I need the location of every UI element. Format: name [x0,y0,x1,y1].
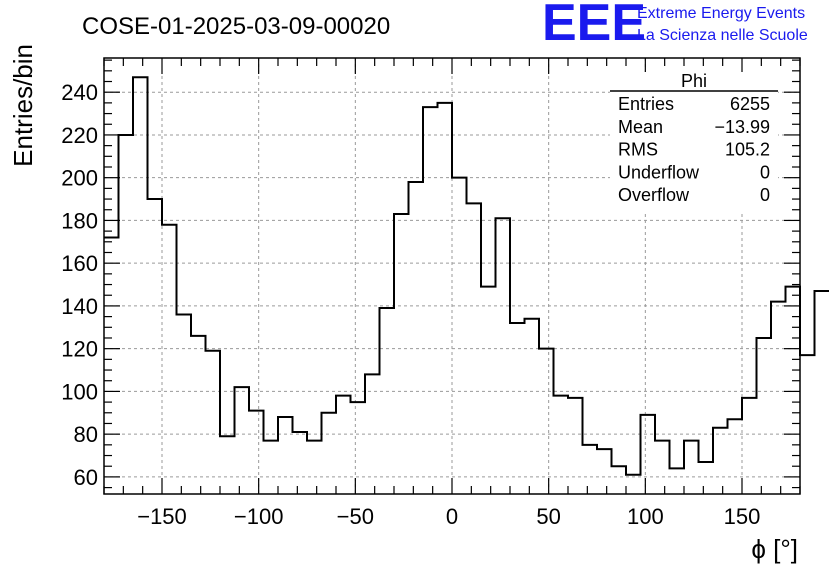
y-tick-label: 140 [61,294,98,319]
stats-box-background [610,72,778,212]
stats-row-label: Overflow [618,185,690,205]
stats-row-label: RMS [618,140,658,160]
axis-ticks [103,58,801,494]
x-tick-label: −100 [234,504,284,529]
y-tick-labels: 60 80 100 120 140 160 180 200 220 240 [61,80,98,490]
logo-line-1: Extreme Energy Events [637,5,805,22]
y-tick-label: 60 [74,465,98,490]
stats-title: Phi [681,71,707,91]
x-tick-labels: −150 −100 −50 0 50 100 150 [137,504,760,529]
stats-row-value: 6255 [730,94,770,114]
x-tick-label: 100 [627,504,664,529]
eee-logo: EEE Extreme Energy Events La Scienza nel… [542,0,808,52]
stats-row-value: −13.99 [714,117,770,137]
x-tick-label: −150 [137,504,187,529]
logo-line-2: La Scienza nelle Scuole [637,27,808,44]
y-axis-label: Entries/bin [8,44,38,167]
y-tick-label: 200 [61,166,98,191]
y-tick-label: 240 [61,80,98,105]
chart-title: COSE-01-2025-03-09-00020 [82,13,390,40]
stats-row-label: Entries [618,94,674,114]
histogram-line [104,76,829,476]
x-tick-label: −50 [337,504,374,529]
x-tick-label: 150 [724,504,761,529]
x-axis-label: ϕ [°] [751,534,798,564]
y-tick-label: 180 [61,208,98,233]
stats-row-value: 105.2 [725,140,770,160]
x-tick-label: 50 [536,504,560,529]
stats-box: Phi Entries 6255 Mean −13.99 RMS 105.2 Underfl… [610,71,778,212]
stats-row-value: 0 [760,185,770,205]
x-tick-label: 0 [446,504,458,529]
y-tick-label: 80 [74,422,98,447]
y-tick-label: 100 [61,379,98,404]
y-tick-label: 220 [61,123,98,148]
stats-row-value: 0 [760,162,770,182]
logo-mark: EEE [542,0,646,52]
y-tick-label: 120 [61,337,98,362]
stats-row-label: Mean [618,117,663,137]
y-tick-label: 160 [61,251,98,276]
stats-row-label: Underflow [618,162,700,182]
stats-rows: Entries 6255 Mean −13.99 RMS 105.2 Underflow 0 O… [618,94,770,205]
